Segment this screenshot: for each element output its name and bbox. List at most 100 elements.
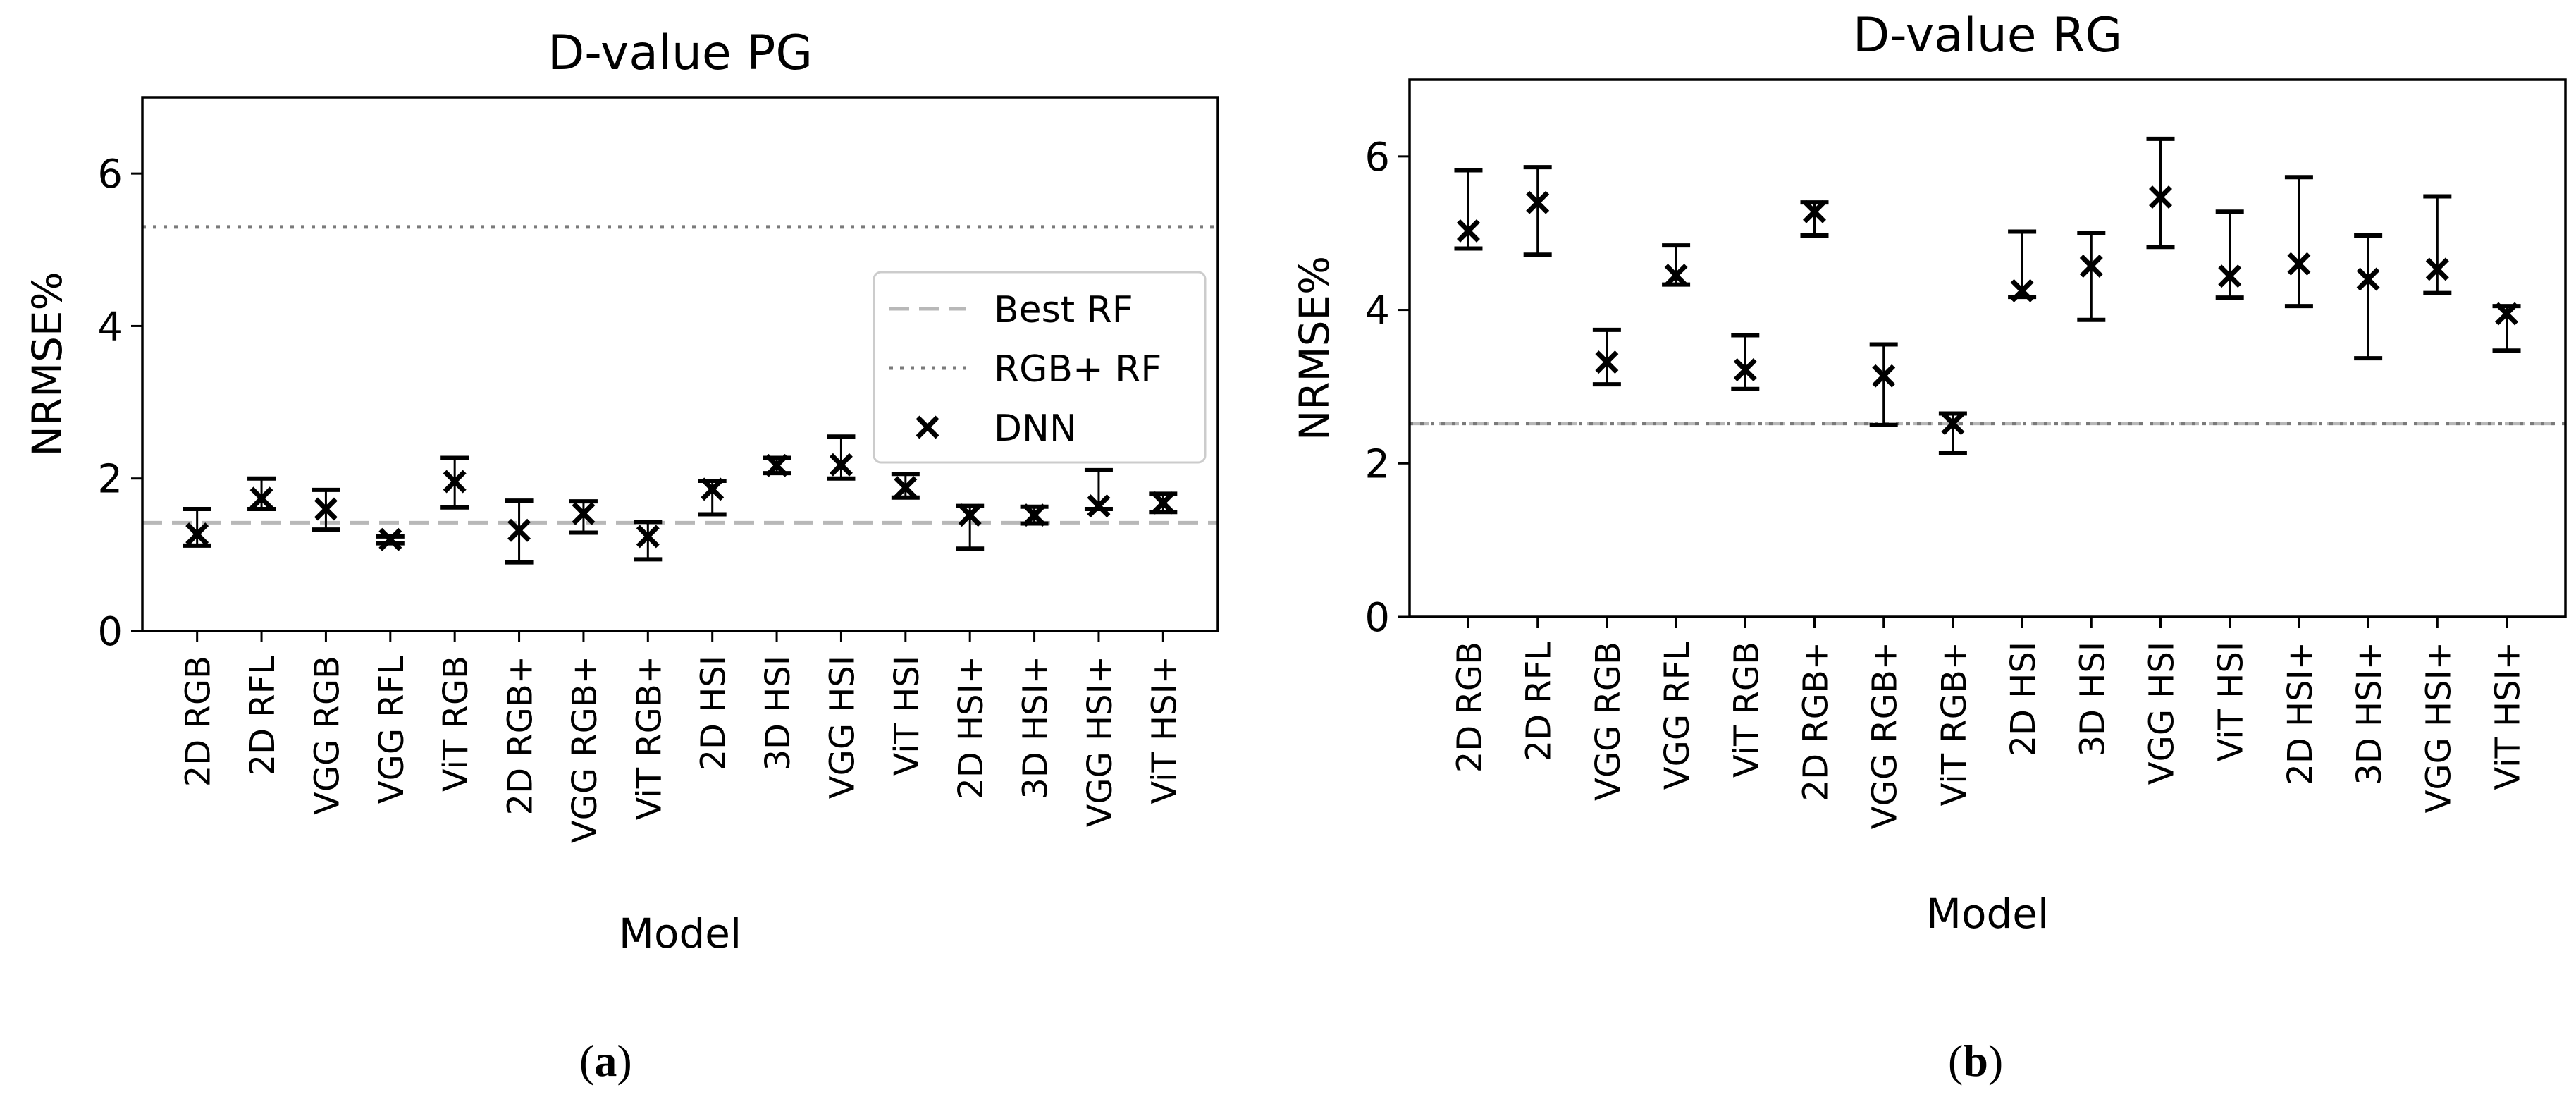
pg-data-point xyxy=(636,525,660,548)
pg-x-tick-label: 2D RGB xyxy=(179,656,218,787)
rg-errorbar xyxy=(2146,136,2175,250)
pg-x-tick-label: VGG HSI+ xyxy=(1080,656,1120,827)
rg-data-point xyxy=(1664,264,1688,288)
rg-data-point xyxy=(1803,200,1826,223)
pg-legend-marker-swatch xyxy=(916,415,939,439)
rg-errorbar xyxy=(2354,233,2383,361)
pg-x-marker xyxy=(507,518,531,542)
rg-x-tick-label: 2D RGB xyxy=(1450,642,1489,773)
pg-x-tick-label: ViT RGB xyxy=(436,656,476,792)
pg-data-point xyxy=(701,477,725,501)
rg-x-tick-label: 3D HSI xyxy=(2073,642,2112,756)
pg-x-tick-label: VGG HSI xyxy=(822,656,862,799)
pg-data-point xyxy=(249,486,273,510)
pg-x-tick-label: 2D HSI+ xyxy=(951,656,991,799)
rg-y-tick-label: 2 xyxy=(1364,441,1390,487)
rg-x-marker xyxy=(2149,185,2172,209)
rg-errorbar xyxy=(1454,168,1483,251)
panel-b-rg-chart: 0 2 4 6 2D RGB 2D RFL VGG RGB VGG RFL ViT RGB 2D … xyxy=(1290,8,2567,938)
pg-errorbar xyxy=(247,476,276,511)
rg-y-axis-label: NRMSE% xyxy=(1290,256,1338,441)
caption-b-letter: b xyxy=(1963,1036,1988,1086)
pg-data-point xyxy=(765,453,789,477)
pg-errorbar xyxy=(827,434,856,481)
rg-x-marker xyxy=(1456,219,1480,243)
rg-data-point xyxy=(1526,190,1550,214)
rg-x-tick-label: 2D RGB+ xyxy=(1796,642,1835,801)
pg-data-point xyxy=(443,470,467,494)
rg-errorbar xyxy=(1869,342,1898,427)
pg-data-point xyxy=(185,522,209,546)
caption-a: (a) xyxy=(579,1036,632,1086)
rg-x-marker xyxy=(1595,350,1619,374)
rg-data-point xyxy=(1872,364,1896,388)
rg-errorbar xyxy=(1731,333,1760,391)
rg-x-tick-label: ViT RGB+ xyxy=(1935,642,1974,806)
pg-data-point xyxy=(1087,494,1111,518)
rg-x-tick-label: ViT HSI+ xyxy=(2489,642,2528,790)
pg-x-marker xyxy=(1087,494,1111,518)
pg-errorbar xyxy=(634,520,663,562)
caption-a-letter: a xyxy=(594,1036,617,1086)
rg-data-point xyxy=(2079,255,2103,278)
pg-x-tick-label: ViT HSI xyxy=(887,656,927,776)
pg-x-tick-label: 3D HSI+ xyxy=(1016,656,1056,799)
pg-x-marker xyxy=(894,476,918,500)
rg-data-point xyxy=(2287,252,2311,276)
pg-y-tick-label: 0 xyxy=(97,609,123,655)
rg-data-point xyxy=(1595,350,1619,374)
pg-x-tick-label: VGG RGB+ xyxy=(565,656,605,843)
rg-errorbar xyxy=(2423,194,2452,295)
rg-x-tick-label: VGG RGB+ xyxy=(1866,642,1905,829)
pg-x-tick-label: 2D HSI xyxy=(694,656,734,771)
rg-x-tick-label: ViT RGB xyxy=(1727,642,1766,778)
pg-data-point xyxy=(958,503,982,527)
pg-chart-title: D-value PG xyxy=(548,25,813,81)
pg-x-marker xyxy=(572,501,596,525)
pg-x-tick-label: 3D HSI xyxy=(758,656,798,771)
panel-a-pg-chart: 0 2 4 6 2D RGB 2D RFL VGG RGB VGG RFL ViT RGB 2D … xyxy=(23,25,1219,957)
pg-x-marker xyxy=(185,522,209,546)
pg-legend-entry: DNN xyxy=(994,407,1077,450)
rg-x-marker xyxy=(2079,255,2103,278)
pg-y-tick-label: 4 xyxy=(97,304,123,350)
pg-x-marker xyxy=(636,525,660,548)
pg-x-marker xyxy=(249,486,273,510)
rg-x-marker xyxy=(2425,257,2449,281)
rg-x-marker xyxy=(2218,264,2242,288)
pg-x-marker xyxy=(378,527,402,551)
pg-data-point xyxy=(1151,491,1175,515)
rg-errorbar xyxy=(2284,175,2313,309)
rg-errorbar xyxy=(1592,327,1621,387)
pg-x-axis-label: Model xyxy=(619,909,741,957)
rg-x-marker xyxy=(2287,252,2311,276)
rg-y-tick-label: 6 xyxy=(1364,135,1390,180)
pg-x-tick-label: ViT HSI+ xyxy=(1145,656,1184,804)
pg-data-point xyxy=(507,518,531,542)
rg-data-point xyxy=(1941,412,1965,436)
pg-data-point xyxy=(572,501,596,525)
pg-x-tick-label: VGG RFL xyxy=(372,656,412,804)
rg-errorbar xyxy=(2008,229,2037,300)
rg-x-marker xyxy=(1803,200,1826,223)
pg-x-marker xyxy=(314,497,338,521)
pg-legend: Best RF RGB+ RF DNN xyxy=(873,271,1207,464)
rg-x-tick-label: VGG HSI+ xyxy=(2419,642,2458,813)
rg-x-marker xyxy=(1526,190,1550,214)
rg-x-marker xyxy=(1872,364,1896,388)
rg-errorbar xyxy=(1523,165,1552,257)
pg-x-tick-label: ViT RGB+ xyxy=(629,656,669,820)
rg-y-tick-label: 4 xyxy=(1364,288,1390,334)
pg-legend-box xyxy=(873,271,1207,464)
pg-y-tick-label: 2 xyxy=(97,457,123,503)
rg-x-marker xyxy=(1941,412,1965,436)
rg-errorbar xyxy=(2077,231,2106,322)
rg-x-tick-label: 2D HSI xyxy=(2004,642,2043,756)
rg-x-marker xyxy=(2495,302,2519,326)
pg-x-tick-label: 2D RGB+ xyxy=(501,656,541,815)
rg-data-point xyxy=(2218,264,2242,288)
rg-x-tick-label: ViT HSI xyxy=(2212,642,2251,761)
rg-data-point xyxy=(1733,358,1757,381)
pg-y-axis-label: NRMSE% xyxy=(23,271,71,456)
